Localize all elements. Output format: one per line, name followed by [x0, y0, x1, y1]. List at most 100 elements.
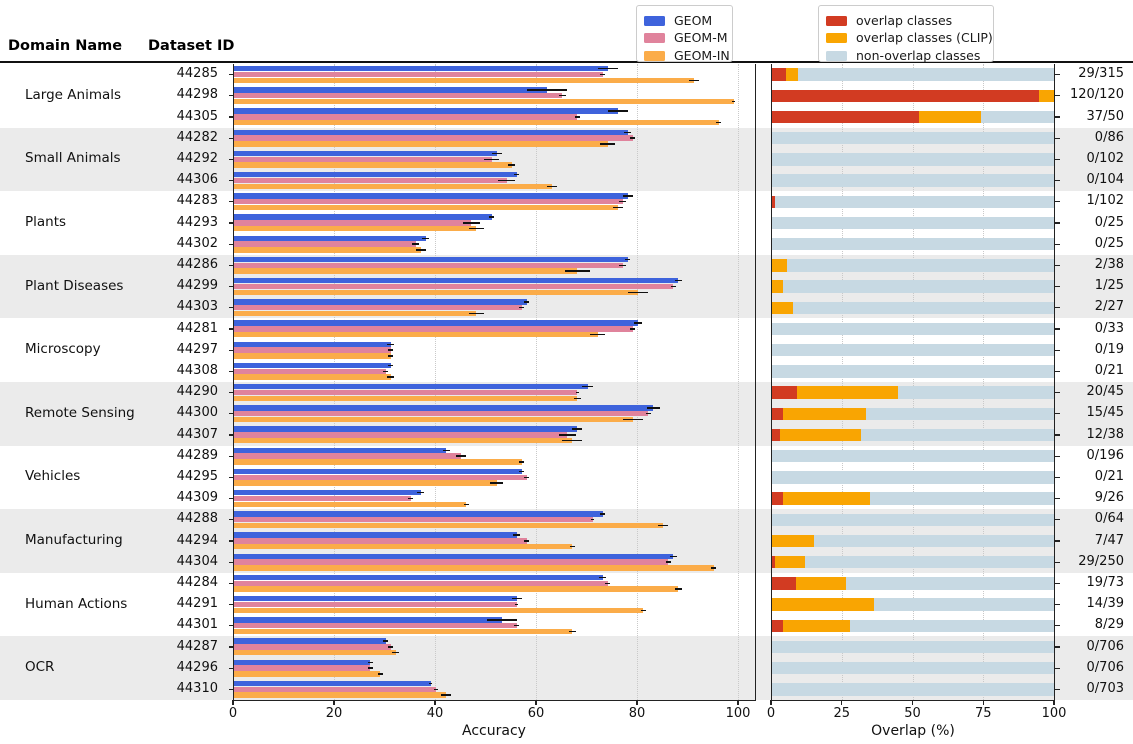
x-tick-label: 40 — [426, 706, 444, 721]
overlap-segment-clip — [919, 110, 982, 124]
gridline — [912, 64, 914, 700]
overlap-ratio-label: 0/64 — [1094, 511, 1124, 527]
overlap-segment-non-overlap — [772, 513, 1055, 527]
overlap-segment-non-overlap — [772, 683, 1055, 696]
error-bar — [388, 355, 394, 357]
y-tick — [228, 243, 233, 245]
legend-label: overlap classes — [856, 12, 953, 28]
overlap-segment-non-overlap — [772, 365, 1055, 378]
error-bar — [422, 237, 430, 239]
left-spine — [233, 64, 235, 700]
x-tick — [737, 700, 739, 705]
error-bar — [367, 667, 373, 669]
y-tick — [1055, 116, 1060, 118]
x-tick — [535, 700, 537, 705]
y-tick — [228, 455, 233, 457]
accuracy-bar-geom-in — [234, 162, 512, 168]
overlap-segment-non-overlap — [772, 174, 1055, 187]
geom-in-color-swatch — [644, 50, 665, 61]
dataset-id-label: 44308 — [176, 362, 218, 378]
accuracy-bar-geom-m — [234, 304, 522, 311]
error-bar — [519, 461, 525, 463]
accuracy-bar-geom — [234, 659, 371, 666]
accuracy-bar-geom — [234, 511, 603, 517]
error-bar — [711, 567, 717, 569]
legend-label: overlap classes (CLIP) — [856, 30, 993, 45]
dataset-id-label: 44287 — [176, 638, 218, 654]
geom-m-color-swatch — [644, 33, 665, 44]
y-tick — [1055, 180, 1060, 182]
error-bar — [645, 413, 651, 415]
overlap-segment-red — [772, 195, 775, 209]
y-tick — [228, 413, 233, 415]
accuracy-bar-geom-m — [234, 135, 633, 141]
accuracy-bar-geom-m — [234, 474, 527, 481]
error-bar — [590, 334, 606, 336]
y-tick — [228, 519, 233, 521]
accuracy-bar-geom-in — [234, 98, 734, 105]
overlap-segment-non-overlap — [772, 471, 1055, 484]
x-tick-label: 100 — [1041, 706, 1067, 721]
x-tick-label: 25 — [833, 706, 851, 721]
error-bar — [716, 122, 722, 124]
y-tick — [228, 646, 233, 648]
error-bar — [388, 646, 394, 648]
overlap-segment-clip — [772, 598, 874, 611]
bottom-spine — [233, 700, 756, 702]
y-tick — [228, 392, 233, 394]
error-bar — [591, 519, 595, 521]
error-bar — [558, 434, 576, 436]
accuracy-bar-geom — [234, 617, 502, 623]
x-tick-label: 80 — [628, 706, 646, 721]
accuracy-bar-geom-in — [234, 268, 578, 274]
accuracy-bar-geom-m — [234, 114, 578, 120]
y-tick — [1055, 328, 1060, 330]
error-bar — [415, 249, 426, 251]
dataset-id-label: 44291 — [176, 596, 218, 612]
gridline — [334, 64, 335, 700]
dataset-id-label: 44310 — [176, 680, 218, 696]
error-bar — [468, 228, 484, 230]
gridline — [536, 64, 537, 700]
y-tick — [1055, 137, 1060, 139]
error-bar — [619, 264, 627, 266]
overlap-segment-non-overlap — [804, 555, 1055, 569]
accuracy-bar-geom-in — [234, 289, 638, 296]
error-bar — [519, 470, 525, 473]
overlap-segment-clip — [772, 301, 793, 315]
overlap-segment-non-overlap — [869, 492, 1055, 505]
accuracy-bar-geom-in — [234, 692, 447, 698]
accuracy-bar-geom-m — [234, 177, 507, 184]
accuracy-bar-geom-m — [234, 198, 623, 205]
overlap-segment-clip — [772, 259, 787, 272]
accuracy-bar-geom-in — [234, 480, 497, 486]
overlap-segment-red — [772, 555, 776, 569]
y-tick — [228, 540, 233, 542]
y-tick — [1055, 582, 1060, 584]
dataset-id-label: 44306 — [176, 172, 218, 188]
y-tick — [1055, 286, 1060, 288]
error-bar — [468, 312, 484, 315]
gridline — [841, 64, 843, 700]
legend-item-non-overlap: non-overlap classes — [826, 47, 985, 65]
accuracy-bar-geom — [234, 108, 618, 114]
x-tick-label: 20 — [325, 706, 343, 721]
overlap-ratio-label: 0/25 — [1094, 235, 1124, 251]
y-tick — [1055, 625, 1060, 627]
overlap-segment-red — [772, 386, 798, 399]
error-bar — [489, 216, 495, 218]
x-tick — [232, 700, 234, 705]
y-tick — [228, 307, 233, 309]
accuracy-bar-geom — [234, 468, 522, 475]
accuracy-bar-geom-m — [234, 220, 472, 226]
accuracy-bar-geom-m — [234, 71, 603, 78]
overlap-segment-red — [772, 492, 784, 505]
overlap-segment-red — [772, 68, 786, 81]
y-tick — [1055, 307, 1060, 309]
overlap-segment-non-overlap — [897, 386, 1055, 399]
overlap-segment-red — [772, 619, 784, 633]
overlap-ratio-label: 20/45 — [1086, 384, 1124, 400]
accuracy-bar-geom-in — [234, 119, 719, 126]
overlap-segment-clip — [779, 428, 862, 442]
